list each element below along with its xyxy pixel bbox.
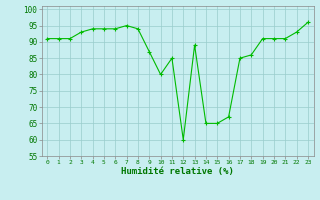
X-axis label: Humidité relative (%): Humidité relative (%) <box>121 167 234 176</box>
